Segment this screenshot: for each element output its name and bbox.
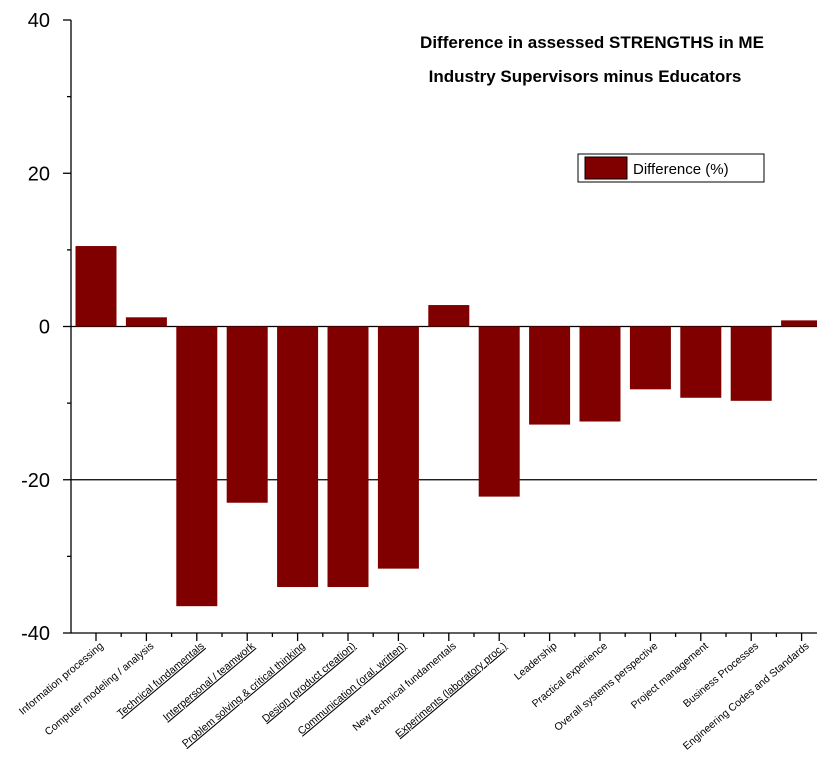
chart-subtitle: Industry Supervisors minus Educators bbox=[429, 67, 742, 86]
bar bbox=[479, 327, 520, 497]
chart-title: Difference in assessed STRENGTHS in ME bbox=[420, 33, 764, 52]
bar bbox=[680, 327, 721, 398]
bar bbox=[126, 317, 167, 326]
bars bbox=[76, 246, 817, 606]
bar bbox=[580, 327, 621, 422]
bar bbox=[76, 246, 117, 326]
y-ticks: 40 20 0 -20 -40 bbox=[21, 10, 71, 645]
bar bbox=[428, 305, 469, 326]
bar bbox=[277, 327, 318, 588]
category-label: Technical fundamentals bbox=[115, 640, 207, 720]
x-ticks bbox=[96, 633, 802, 641]
y-tick-label: 40 bbox=[28, 10, 50, 32]
bar bbox=[529, 327, 570, 425]
legend: Difference (%) bbox=[578, 154, 764, 182]
bar bbox=[731, 327, 772, 401]
bar bbox=[630, 327, 671, 390]
bar bbox=[328, 327, 369, 588]
legend-swatch bbox=[585, 157, 627, 179]
y-tick-label: 20 bbox=[28, 163, 50, 185]
y-tick-label: -20 bbox=[21, 470, 50, 492]
category-label: Leadership bbox=[512, 640, 560, 683]
category-label: Overall systems perspective bbox=[552, 640, 660, 734]
y-tick-label: 0 bbox=[39, 317, 50, 339]
bar bbox=[227, 327, 268, 503]
y-tick-label: -40 bbox=[21, 623, 50, 645]
bar bbox=[378, 327, 419, 569]
bar bbox=[176, 327, 217, 607]
bar bbox=[781, 320, 817, 326]
category-label: Interpersonal / teamwork bbox=[161, 640, 258, 724]
category-label: New technical fundamentals bbox=[350, 640, 458, 734]
category-label: Design (product creation) bbox=[260, 640, 358, 725]
category-label: Information processing bbox=[17, 640, 106, 718]
legend-label: Difference (%) bbox=[633, 161, 729, 178]
